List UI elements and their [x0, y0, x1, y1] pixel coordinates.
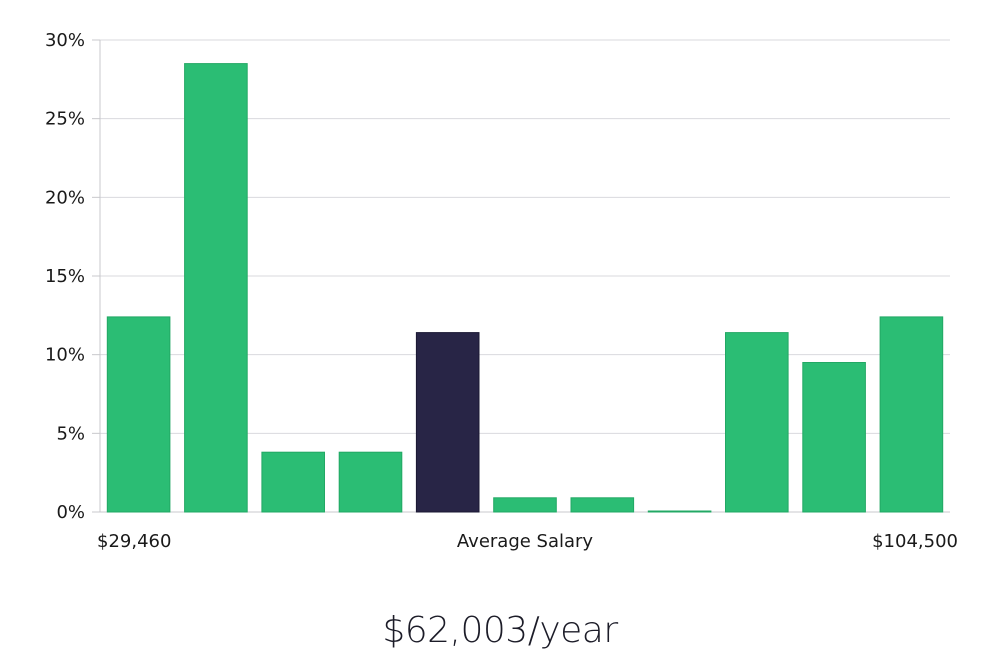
y-tick-label: 10% [45, 345, 85, 366]
bar [493, 497, 557, 513]
x-label-min-salary: $29,460 [97, 531, 171, 552]
y-tick-label: 25% [45, 109, 85, 130]
y-tick-label: 30% [45, 30, 85, 51]
y-tick-label: 15% [45, 266, 85, 287]
y-axis-ticks: 0% 5% 10% 15% 20% 25% 30% [45, 30, 100, 523]
y-tick-label: 0% [56, 502, 85, 523]
bar-average-salary [415, 332, 480, 513]
bar [106, 316, 171, 513]
average-salary-headline: $62,003/year [382, 610, 618, 651]
bar [338, 451, 403, 513]
bar [570, 497, 635, 513]
bars [106, 63, 944, 513]
bar [647, 510, 712, 513]
bar [725, 332, 789, 513]
y-tick-label: 5% [56, 423, 85, 444]
y-tick-label: 20% [45, 187, 85, 208]
bar [184, 63, 248, 513]
x-label-max-salary: $104,500 [872, 531, 958, 552]
bar [879, 316, 944, 513]
bar [802, 362, 866, 513]
bar [261, 451, 325, 513]
x-label-average-salary: Average Salary [457, 531, 594, 552]
